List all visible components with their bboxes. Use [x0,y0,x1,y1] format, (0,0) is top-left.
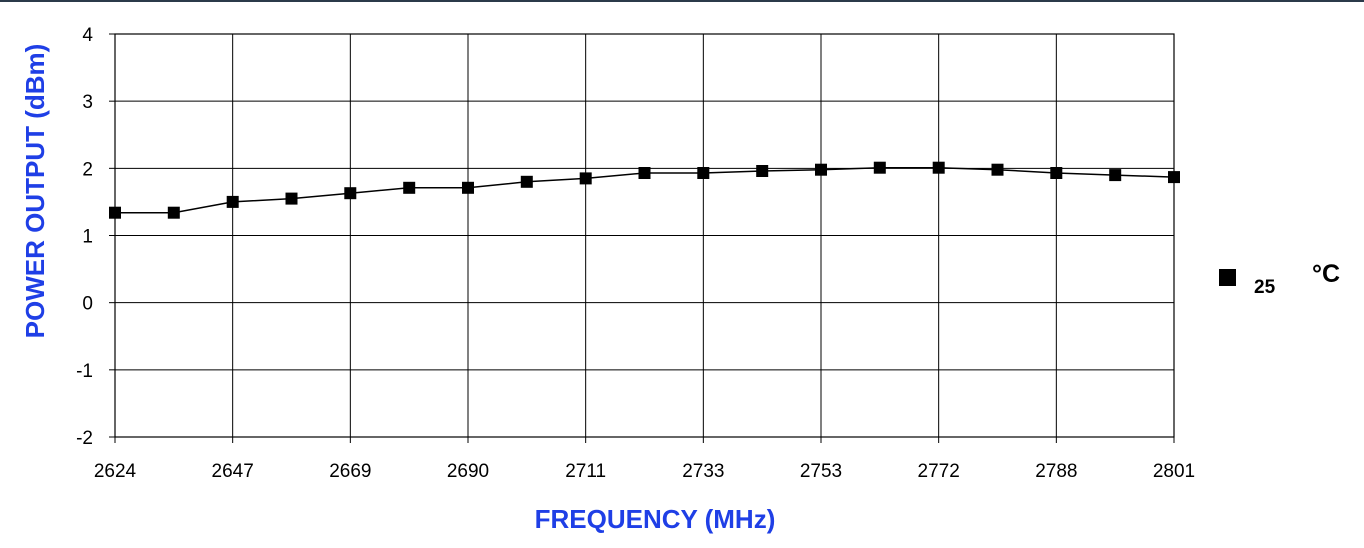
data-point-marker [226,195,239,208]
y-tick-label: 1 [82,227,93,248]
plot-frame [114,33,1175,438]
top-rule [0,0,1364,2]
data-point-marker [579,172,592,185]
y-axis-title: POWER OUTPUT (dBm) [20,44,50,339]
y-tick-label: 3 [82,92,93,113]
data-point-marker [932,161,945,174]
data-point-marker [697,167,710,179]
x-tick-label: 2624 [94,461,137,482]
x-axis-title: FREQUENCY (MHz) [535,504,776,534]
data-point-marker [638,167,651,179]
data-point-marker [815,163,827,176]
x-tick-label: 2733 [682,461,724,482]
data-point-marker [520,175,533,188]
data-point-marker [756,165,769,177]
data-point-marker [403,181,416,194]
x-tick-labels: 2624 2647 2669 2690 2711 2733 2753 2772 2788 2801 [94,461,1195,482]
data-point-marker [991,163,1004,176]
legend-marker [1219,269,1236,286]
data-point-marker [873,161,886,174]
data-point-marker [1168,171,1180,184]
x-tick-label: 2772 [918,461,960,482]
x-tick-label: 2753 [800,461,842,482]
legend-unit: °C [1312,260,1340,288]
axes [109,33,1175,443]
data-point-marker [1050,167,1063,179]
x-tick-label: 2647 [212,461,254,482]
y-tick-label: 2 [82,159,93,180]
x-tick-label: 2788 [1035,461,1077,482]
y-tick-label: 4 [82,25,93,46]
y-tick-labels: 4 3 2 1 0 -1 -2 [76,25,93,449]
y-tick-label: -1 [76,361,93,382]
x-tick-label: 2711 [565,461,606,482]
data-point-marker [109,206,121,219]
data-point-marker [285,192,298,205]
data-point-marker [344,187,357,200]
data-point-marker [167,206,180,219]
data-point-marker [462,181,474,194]
x-tick-label: 2690 [447,461,489,482]
x-tick-label: 2801 [1153,461,1195,482]
x-tick-label: 2669 [329,461,371,482]
y-tick-label: -2 [76,428,93,449]
series-25c [109,161,1180,219]
grid [114,33,1175,438]
legend: 25 °C [1219,260,1340,298]
y-tick-label: 0 [82,294,93,315]
data-point-marker [1109,169,1122,182]
legend-value: 25 [1254,277,1276,298]
